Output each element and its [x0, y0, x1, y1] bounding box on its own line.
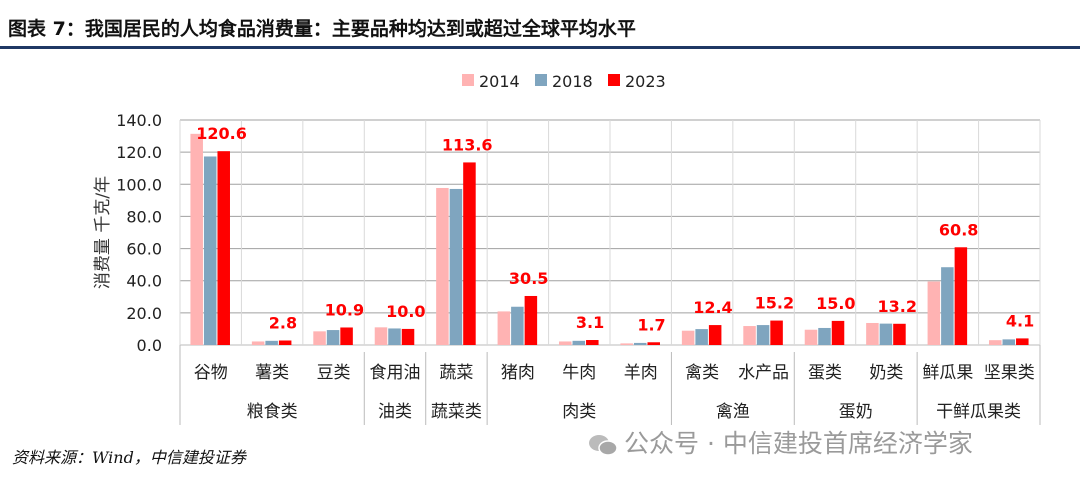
group-label: 肉类: [562, 402, 596, 422]
bar-2014: [804, 329, 818, 345]
wechat-icon: [588, 433, 618, 457]
category-label: 水产品: [738, 363, 789, 383]
data-label: 30.5: [509, 269, 548, 288]
category-label: 禽类: [685, 363, 719, 383]
data-label: 12.4: [693, 298, 732, 317]
watermark: 公众号 · 中信建投首席经济学家: [588, 424, 973, 460]
bar-2018: [756, 325, 770, 345]
group-label: 干鲜瓜果类: [936, 402, 1021, 422]
bar-2023: [647, 342, 660, 345]
watermark-text: 公众号 · 中信建投首席经济学家: [624, 429, 973, 458]
y-tick-label: 20.0: [126, 304, 162, 323]
bar-2014: [927, 281, 941, 345]
bar-2018: [511, 306, 524, 345]
bar-2018: [388, 328, 401, 345]
category-label: 食用油: [370, 363, 421, 383]
group-label: 禽渔: [716, 402, 750, 422]
bar-2014: [681, 330, 695, 345]
y-tick-label: 40.0: [126, 272, 162, 291]
bar-2014: [497, 311, 511, 345]
bar-2014: [559, 341, 572, 345]
y-tick-label: 120.0: [116, 143, 162, 162]
category-label: 谷物: [194, 363, 228, 383]
bar-2023: [217, 151, 230, 345]
category-label: 羊肉: [624, 363, 658, 383]
data-label: 15.2: [755, 294, 794, 313]
bar-2023: [1016, 338, 1029, 345]
legend-label: 2023: [625, 72, 666, 91]
data-label: 3.1: [576, 313, 604, 332]
bar-2014: [313, 331, 326, 345]
category-label: 鲜瓜果: [922, 363, 973, 383]
bar-2018: [695, 329, 708, 345]
y-tick-label: 0.0: [137, 336, 162, 355]
bar-2014: [743, 326, 756, 345]
bar-2018: [633, 342, 647, 345]
bar-2018: [941, 267, 954, 345]
y-axis-label: 消费量 千克/年: [93, 176, 113, 289]
bar-2018: [879, 323, 893, 345]
bar-2023: [463, 162, 476, 345]
data-label: 4.1: [1006, 311, 1034, 330]
legend-swatch-2023: [608, 74, 620, 86]
y-tick-label: 60.0: [126, 240, 162, 259]
category-label: 奶类: [869, 363, 903, 383]
data-label: 120.6: [196, 124, 247, 143]
group-label: 蔬菜类: [431, 402, 482, 422]
legend-swatch-2014: [462, 74, 474, 86]
bar-2014: [866, 322, 879, 345]
bar-2023: [401, 328, 415, 345]
bar-2023: [831, 320, 845, 345]
y-tick-label: 140.0: [116, 111, 162, 130]
data-label: 13.2: [877, 297, 916, 316]
bar-2014: [251, 341, 265, 345]
data-label: 1.7: [637, 315, 665, 334]
bar-2023: [954, 247, 968, 345]
bar-2023: [524, 295, 538, 345]
category-label: 坚果类: [984, 363, 1035, 383]
bar-2018: [203, 156, 217, 345]
category-label: 薯类: [255, 363, 289, 383]
category-label: 豆类: [317, 363, 351, 383]
group-label: 油类: [378, 402, 412, 422]
bar-2014: [190, 133, 203, 345]
data-label: 113.6: [442, 135, 493, 154]
data-label: 10.0: [386, 302, 425, 321]
category-label: 蛋类: [808, 363, 842, 383]
category-label: 猪肉: [501, 363, 535, 383]
data-label: 2.8: [269, 314, 297, 333]
bar-2014: [989, 340, 1002, 345]
title-divider: [0, 46, 1080, 49]
group-label: 蛋奶: [839, 402, 873, 422]
bar-2018: [572, 340, 586, 345]
bar-2018: [265, 340, 278, 345]
y-tick-label: 80.0: [126, 207, 162, 226]
y-tick-label: 100.0: [116, 175, 162, 194]
category-label: 蔬菜: [439, 363, 473, 383]
bar-2023: [586, 340, 599, 345]
legend-label: 2018: [552, 72, 593, 91]
data-label: 10.9: [325, 300, 364, 319]
bar-2023: [278, 340, 292, 345]
data-label: 60.8: [939, 220, 978, 239]
source-note: 资料来源：Wind，中信建投证券: [12, 448, 246, 467]
figure-title: 图表 7：我国居民的人均食品消费量：主要品种均达到或超过全球平均水平: [8, 18, 636, 40]
bar-2023: [893, 323, 906, 345]
bar-2023: [708, 325, 722, 345]
bar-2014: [374, 327, 388, 345]
bar-2023: [340, 327, 353, 345]
bar-2014: [436, 187, 449, 345]
category-label: 牛肉: [562, 363, 596, 383]
group-label: 粮食类: [247, 402, 298, 422]
legend-label: 2014: [479, 72, 520, 91]
bar-2018: [1002, 339, 1016, 345]
bar-2018: [449, 188, 463, 345]
data-label: 15.0: [816, 294, 855, 313]
bar-2018: [818, 327, 831, 345]
bar-2014: [620, 343, 633, 345]
bar-2018: [326, 330, 340, 345]
bar-2023: [770, 320, 783, 345]
legend-swatch-2018: [535, 74, 547, 86]
